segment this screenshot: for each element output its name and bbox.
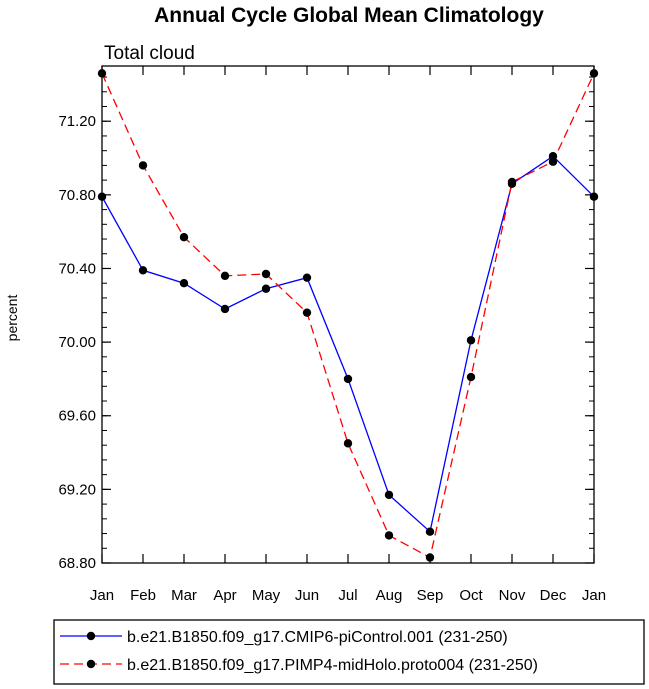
data-point-series-2 [220, 271, 230, 281]
data-point-series-2 [343, 439, 353, 448]
data-point-series-2 [507, 177, 517, 187]
y-tick-label: 69.20 [58, 481, 96, 498]
legend-label-1: b.e21.B1850.f09_g17.CMIP6-piControl.001 … [127, 629, 508, 646]
x-tick-label: May [252, 587, 281, 604]
x-tick-label: Jul [338, 587, 357, 604]
x-tick-label: Jan [90, 587, 114, 604]
x-tick-label: Dec [540, 587, 567, 604]
data-point-series-2 [138, 161, 148, 170]
x-tick-label: Aug [376, 587, 403, 604]
data-point-series-2 [548, 157, 558, 166]
x-tick-labels: Jan Feb Mar Apr May Jun Jul Aug Sep Oct Nov Dec Jan [90, 587, 606, 604]
y-tick-label: 70.00 [58, 334, 96, 351]
y-tick-label: 68.80 [58, 555, 96, 572]
axis-ticks [101, 66, 595, 564]
y-tick-labels: 68.80 69.20 69.60 70.00 70.40 70.80 71.20 [58, 113, 96, 572]
series-lines [101, 73, 595, 559]
data-point-series-2 [589, 69, 599, 78]
data-point-series-2 [302, 308, 312, 317]
data-point-series-1 [302, 273, 312, 282]
data-point-series-1 [261, 284, 271, 293]
x-tick-label: Jun [295, 587, 319, 604]
y-tick-label: 70.80 [58, 187, 96, 204]
data-point-series-1 [384, 490, 394, 500]
x-tick-label: Nov [499, 587, 526, 604]
data-point-series-1 [343, 374, 353, 384]
x-tick-label: Apr [213, 587, 236, 604]
data-point-series-1 [589, 192, 599, 201]
data-point-series-1 [466, 336, 476, 345]
x-tick-label: Oct [459, 587, 483, 604]
data-point-series-1 [138, 266, 148, 275]
data-point-series-1 [425, 527, 435, 536]
plot-frame [101, 65, 595, 564]
data-point-series-2 [384, 531, 394, 540]
data-point-series-2 [425, 553, 435, 562]
x-tick-label: Feb [130, 587, 156, 604]
legend-label-2: b.e21.B1850.f09_g17.PIMP4-midHolo.proto0… [127, 657, 538, 674]
data-point-series-2 [261, 269, 271, 279]
data-point-series-2 [97, 69, 107, 78]
data-point-series-2 [466, 372, 476, 382]
legend: b.e21.B1850.f09_g17.CMIP6-piControl.001 … [60, 629, 538, 674]
series-line-1 [101, 155, 595, 533]
data-point-series-1 [179, 279, 189, 288]
y-tick-label: 70.40 [58, 260, 96, 277]
data-point-series-1 [97, 192, 107, 201]
x-tick-label: Mar [171, 587, 197, 604]
y-axis-label: percent [4, 295, 20, 342]
x-tick-label: Sep [417, 587, 444, 604]
chart-title: Annual Cycle Global Mean Climatology [154, 4, 544, 27]
data-point-series-2 [179, 232, 189, 242]
series-line-2 [101, 73, 595, 559]
data-point-series-1 [220, 304, 230, 314]
y-tick-label: 69.60 [58, 408, 96, 425]
legend-box [53, 619, 645, 685]
series-markers [97, 69, 599, 562]
y-tick-label: 71.20 [58, 113, 96, 130]
x-tick-label: Jan [582, 587, 606, 604]
chart-subtitle: Total cloud [104, 43, 195, 64]
legend-marker-1 [86, 631, 96, 641]
legend-marker-2 [86, 659, 96, 669]
